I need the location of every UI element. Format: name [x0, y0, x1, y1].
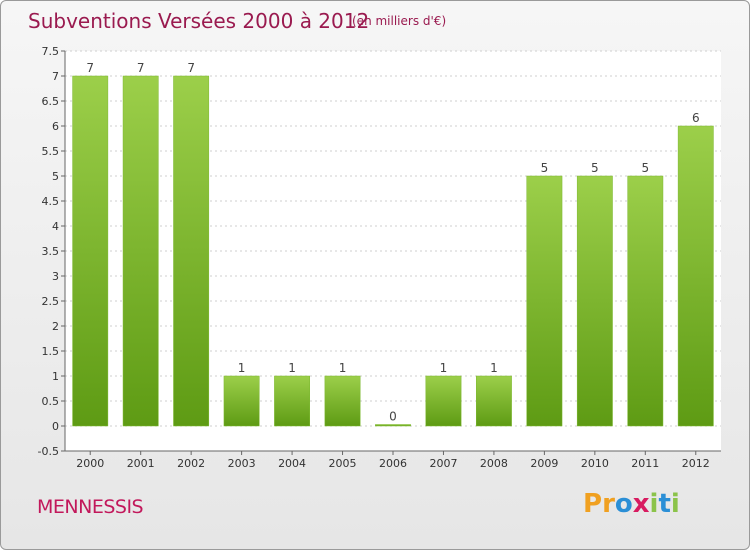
data-label-2010: 5 [591, 161, 599, 175]
data-label-2008: 1 [490, 361, 498, 375]
data-label-2009: 5 [541, 161, 549, 175]
data-label-2002: 7 [187, 61, 195, 75]
bar-2011[interactable] [627, 175, 664, 427]
x-tick-label: 2011 [631, 457, 659, 470]
data-label-2003: 1 [238, 361, 246, 375]
bar-2007[interactable] [425, 375, 462, 427]
x-tick-label: 2010 [581, 457, 609, 470]
bars [72, 75, 714, 427]
y-tick-label: 0 [52, 420, 59, 433]
y-tick-labels: -0.5 0 0.5 1 1.5 2 2.5 3 3.5 4 4.5 5 5.5 6 6.5 7 7.5 [38, 45, 59, 458]
x-tick-label: 2012 [682, 457, 710, 470]
x-tick-label: 2003 [228, 457, 256, 470]
commune-name: MENNESSIS [37, 496, 144, 518]
y-tick-label: 7 [52, 70, 59, 83]
data-label-2004: 1 [288, 361, 296, 375]
axes [61, 50, 721, 455]
y-tick-label: 5.5 [42, 145, 60, 158]
y-tick-label: 6 [52, 120, 59, 133]
logo-letter: i [649, 489, 659, 519]
data-label-2006: 0 [389, 410, 397, 424]
x-tick-label: 2006 [379, 457, 407, 470]
x-tick-label: 2008 [480, 457, 508, 470]
y-tick-label: 6.5 [42, 95, 60, 108]
bar-2005[interactable] [324, 375, 361, 427]
y-tick-label: 2 [52, 320, 59, 333]
bar-2003[interactable] [223, 375, 260, 427]
data-label-2012: 6 [692, 111, 700, 125]
logo-letter: t [658, 489, 671, 519]
bar-2002[interactable] [173, 75, 210, 427]
x-tick-label: 2004 [278, 457, 306, 470]
data-label-2005: 1 [339, 361, 347, 375]
logo-letter: i [670, 489, 680, 519]
y-tick-label: 2.5 [42, 295, 60, 308]
x-tick-label: 2009 [530, 457, 558, 470]
data-label-2001: 7 [137, 61, 145, 75]
x-tick-label: 2007 [429, 457, 457, 470]
y-tick-label: 5 [52, 170, 59, 183]
x-tick-label: 2000 [76, 457, 104, 470]
logo-letter: r [602, 489, 615, 519]
proxiti-logo[interactable]: Proxiti [583, 489, 680, 519]
bar-2001[interactable] [122, 75, 159, 427]
y-tick-label: 3 [52, 270, 59, 283]
y-tick-label: -0.5 [38, 445, 59, 458]
y-tick-label: 4.5 [42, 195, 60, 208]
y-tick-label: 4 [52, 220, 59, 233]
data-label-2007: 1 [440, 361, 448, 375]
bar-2008[interactable] [476, 375, 512, 427]
plot-area [65, 51, 721, 451]
bar-2012[interactable] [677, 125, 714, 427]
x-tick-label: 2002 [177, 457, 205, 470]
bar-2000[interactable] [72, 75, 109, 427]
x-tick-label: 2005 [329, 457, 357, 470]
y-tick-label: 7.5 [42, 45, 60, 58]
bar-2009[interactable] [526, 175, 563, 427]
logo-letter: P [583, 489, 603, 519]
y-tick-label: 1 [52, 370, 59, 383]
data-labels: 7 7 7 1 1 1 0 1 1 5 5 5 6 [86, 61, 699, 424]
x-tick-label: 2001 [127, 457, 155, 470]
bar-2006[interactable] [375, 424, 411, 427]
y-tick-label: 3.5 [42, 245, 60, 258]
data-label-2011: 5 [641, 161, 649, 175]
bar-2010[interactable] [576, 175, 613, 427]
chart-title: Subventions Versées 2000 à 2012 [28, 9, 370, 33]
logo-letter: o [614, 489, 633, 519]
logo-letter: x [632, 489, 650, 519]
y-tick-label: 0.5 [42, 395, 60, 408]
chart-subtitle: (en milliers d'€) [352, 14, 447, 28]
y-tick-label: 1.5 [42, 345, 60, 358]
data-label-2000: 7 [86, 61, 94, 75]
bar-2004[interactable] [274, 375, 310, 427]
x-tick-labels: 2000 2001 2002 2003 2004 2005 2006 2007 2008 2009… [76, 457, 710, 470]
